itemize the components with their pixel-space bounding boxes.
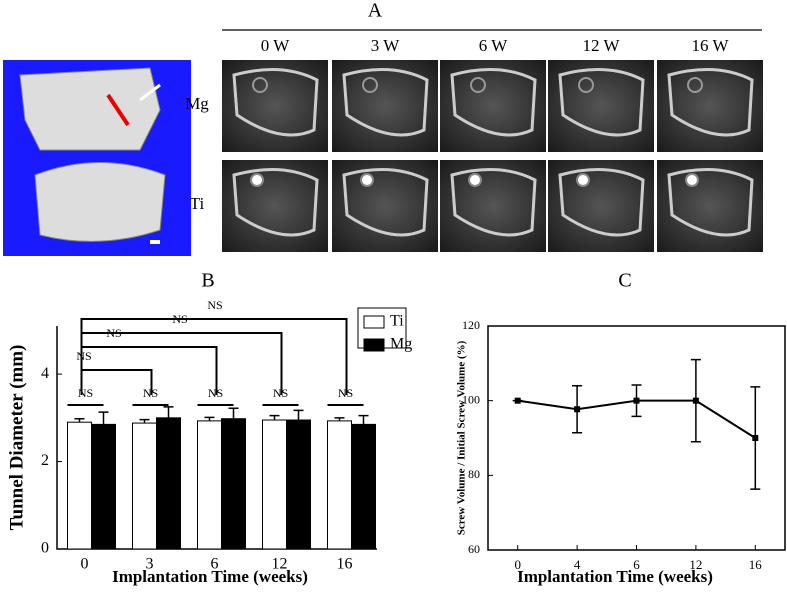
- x-tick-label: 16: [749, 557, 763, 572]
- bone-outline: [342, 168, 429, 237]
- x-axis-title: Implantation Time (weeks): [517, 567, 713, 586]
- bone-outline: [342, 68, 429, 137]
- bar: [156, 417, 181, 550]
- bone-outline: [667, 168, 754, 237]
- x-tick-label: 12: [689, 557, 702, 572]
- bar: [286, 419, 311, 550]
- bone-outline: [450, 168, 537, 237]
- bone-outline: [667, 68, 754, 137]
- column-label: 12 W: [583, 36, 621, 55]
- error-bar: [228, 407, 239, 419]
- x-tick-label: 0: [81, 556, 89, 573]
- row-label: Ti: [190, 194, 205, 213]
- bone-outline: [232, 168, 319, 237]
- screw: [250, 173, 264, 187]
- x-tick-label: 0: [514, 557, 521, 572]
- screw: [576, 173, 590, 187]
- bone-outline: [450, 68, 537, 137]
- point: [574, 406, 581, 413]
- tunnel: [687, 77, 703, 93]
- y-tick-label: 0: [41, 540, 49, 557]
- legend-label: Mg: [390, 336, 412, 353]
- bracket: [80, 332, 283, 395]
- bar: [351, 423, 376, 550]
- error-bar: [334, 417, 345, 421]
- bar: [132, 422, 157, 550]
- row-label: Mg: [185, 94, 209, 113]
- panel-label: C: [618, 270, 631, 292]
- annotation: NS: [207, 298, 222, 312]
- chart-c: C Implantation Time (weeks) Screw Volume /…: [456, 270, 786, 586]
- point: [692, 397, 699, 404]
- tunnel: [252, 77, 268, 93]
- error-bar: [74, 417, 85, 423]
- x-tick-label: 6: [633, 557, 640, 572]
- point: [752, 435, 759, 441]
- y-tick-label: 100: [462, 392, 480, 406]
- error-bar: [358, 414, 369, 425]
- error-bar: [293, 409, 304, 421]
- panel-label: B: [201, 270, 214, 292]
- y-tick-label: 120: [462, 318, 480, 332]
- panel-label: A: [368, 0, 383, 22]
- bar: [221, 418, 246, 550]
- tunnel: [362, 77, 378, 93]
- x-tick-label: 12: [272, 556, 288, 573]
- annotation: NS: [76, 349, 91, 363]
- y-tick-label: 80: [468, 467, 480, 481]
- bone-outline: [558, 168, 645, 237]
- error-bar: [204, 416, 215, 421]
- error-bar: [163, 406, 174, 418]
- point: [633, 397, 640, 404]
- screw: [468, 173, 482, 187]
- x-tick-label: 16: [337, 556, 353, 573]
- y-axis-title: Screw Volume / Initial Screw Volume (%): [456, 340, 468, 535]
- column-label: 3 W: [371, 36, 400, 55]
- legend-box: [357, 307, 407, 349]
- tunnel: [470, 77, 486, 93]
- y-tick-label: 60: [468, 542, 480, 556]
- error-bar: [139, 418, 150, 424]
- x-tick-label: 4: [574, 557, 581, 572]
- column-label: 16 W: [692, 36, 730, 55]
- bone-outline: [232, 68, 319, 137]
- error-bar: [98, 411, 109, 425]
- chart-b: B Implantation Time (weeks) Tunnel Diamete…: [6, 270, 412, 586]
- bar: [67, 421, 92, 550]
- legend-swatch: [363, 315, 385, 329]
- bone-3d-image: [3, 60, 191, 256]
- bar: [91, 423, 116, 550]
- bar: [197, 420, 222, 550]
- column-label: 0 W: [261, 36, 290, 55]
- screw: [360, 173, 374, 187]
- y-tick-label: 2: [41, 452, 49, 469]
- ct-grid: 0 W 3 W 6 W 12 W 16 W Mg Ti: [185, 36, 763, 252]
- legend-label: Ti: [390, 313, 404, 330]
- x-tick-label: 6: [211, 556, 219, 573]
- legend-swatch: [363, 338, 385, 352]
- bar: [327, 420, 352, 550]
- bracket: [80, 318, 348, 395]
- bar: [262, 419, 287, 550]
- screw: [685, 173, 699, 187]
- y-tick-label: 4: [41, 365, 49, 382]
- annotation: NS: [78, 386, 93, 400]
- point: [514, 397, 521, 404]
- x-axis-title: Implantation Time (weeks): [112, 567, 308, 586]
- bone-outline: [558, 68, 645, 137]
- y-axis-title: Tunnel Diameter (mm): [6, 345, 27, 531]
- error-bar: [269, 414, 280, 421]
- column-label: 6 W: [479, 36, 508, 55]
- x-tick-label: 3: [146, 556, 154, 573]
- tunnel: [578, 77, 594, 93]
- axes: [487, 325, 786, 551]
